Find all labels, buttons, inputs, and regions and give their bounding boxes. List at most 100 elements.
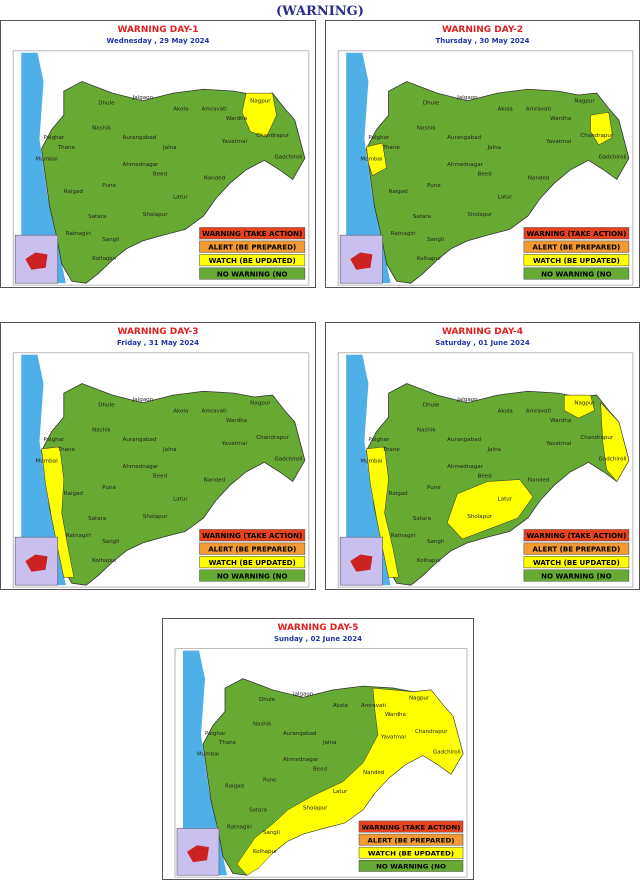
district-label: Ahmednagar bbox=[123, 464, 160, 470]
district-label: Sholapur bbox=[143, 514, 168, 520]
district-label: Thane bbox=[57, 447, 76, 453]
legend-swatch bbox=[523, 556, 630, 569]
district-label: Ratnagiri bbox=[66, 533, 91, 539]
warning-panel: WARNING DAY-3 Friday , 31 May 2024 Mumbai P… bbox=[0, 322, 316, 590]
watch-area bbox=[241, 92, 277, 138]
panel-date: Friday , 31 May 2024 bbox=[117, 339, 199, 347]
legend-label: ALERT (BE PREPARED) bbox=[533, 546, 621, 554]
panel-date: Saturday , 01 June 2024 bbox=[435, 339, 530, 347]
panel-title: WARNING DAY-5 bbox=[277, 623, 359, 633]
watch-area bbox=[366, 142, 387, 176]
watch-area bbox=[446, 479, 534, 540]
legend-swatch bbox=[199, 240, 306, 253]
district-label: Amravati bbox=[526, 408, 551, 414]
watch-area bbox=[366, 446, 400, 578]
district-label: Jalgaon bbox=[456, 397, 477, 403]
district-label: Satara bbox=[249, 808, 267, 814]
district-label: Thane bbox=[382, 447, 401, 453]
page-title: (WARNING) bbox=[276, 4, 364, 19]
district-label: Nashik bbox=[417, 126, 437, 132]
inset-state bbox=[187, 845, 209, 863]
district-label: Palghar bbox=[44, 135, 66, 141]
legend-label: WARNING (TAKE ACTION) bbox=[362, 824, 461, 832]
district-label: Nagpur bbox=[250, 99, 271, 105]
district-label: Gadchiroli bbox=[599, 154, 627, 160]
district-label: Nagpur bbox=[409, 695, 430, 701]
district-label: Gadchiroli bbox=[274, 154, 302, 160]
district-label: Beed bbox=[477, 474, 491, 480]
district-label: Nagpur bbox=[250, 401, 271, 407]
watch-area bbox=[590, 112, 614, 146]
district-label: Gadchiroli bbox=[433, 750, 461, 756]
district-label: Sangli bbox=[427, 539, 444, 545]
district-label: Aurangabad bbox=[447, 437, 481, 443]
district-label: Chandrapur bbox=[580, 133, 614, 139]
district-label: Nashik bbox=[417, 428, 437, 434]
district-label: Ahmednagar bbox=[123, 162, 160, 168]
district-label: Aurangabad bbox=[123, 437, 157, 443]
district-label: Mumbai bbox=[360, 458, 382, 464]
district-label: Kolhapur bbox=[92, 256, 117, 262]
district-label: Jalna bbox=[487, 447, 502, 453]
legend-swatch bbox=[523, 227, 630, 240]
legend-label: NO WARNING (NO bbox=[541, 573, 612, 581]
district-label: Pune bbox=[263, 778, 277, 784]
district-label: Amravati bbox=[526, 106, 551, 112]
district-label: Satara bbox=[88, 516, 106, 522]
district-label: Dhule bbox=[98, 403, 115, 409]
watch-area bbox=[236, 687, 464, 876]
state bbox=[41, 81, 306, 284]
district-label: Raigad bbox=[225, 783, 244, 789]
district-label: Satara bbox=[413, 516, 431, 522]
district-label: Dhule bbox=[259, 697, 275, 703]
district-label: Satara bbox=[413, 214, 431, 220]
panel-date: Wednesday , 29 May 2024 bbox=[106, 37, 210, 45]
district-label: Akola bbox=[173, 106, 188, 112]
map: Mumbai Palghar Thane Nashik Jalgaon Dhule Amra… bbox=[174, 648, 468, 878]
warning-panel: WARNING DAY-2 Thursday , 30 May 2024 Mumba… bbox=[325, 20, 640, 288]
panel-date: Thursday , 30 May 2024 bbox=[435, 37, 530, 45]
district-label: Amravati bbox=[361, 703, 386, 709]
district-label: Nanded bbox=[528, 176, 550, 182]
district-label: Beed bbox=[313, 767, 327, 773]
legend-swatch bbox=[199, 227, 306, 240]
district-label: Palghar bbox=[44, 437, 66, 443]
district-label: Sangli bbox=[263, 830, 280, 836]
district-label: Nashik bbox=[92, 126, 112, 132]
district-label: Sangli bbox=[102, 539, 119, 545]
district-label: Ratnagiri bbox=[391, 533, 416, 539]
district-label: Aurangabad bbox=[283, 731, 316, 737]
district-label: Jalna bbox=[487, 145, 502, 151]
warning-panel: WARNING DAY-5 Sunday , 02 June 2024 Mumbai… bbox=[162, 618, 474, 880]
legend-swatch bbox=[358, 846, 464, 859]
district-label: Nanded bbox=[528, 478, 550, 484]
district-label: Nashik bbox=[92, 428, 112, 434]
inset-state bbox=[25, 554, 48, 572]
legend-label: WARNING (TAKE ACTION) bbox=[526, 532, 626, 540]
district-label: Yavatmal bbox=[545, 139, 571, 145]
district-label: Pune bbox=[102, 485, 116, 491]
district-label: Jalna bbox=[162, 447, 177, 453]
legend-label: NO WARNING (NO bbox=[217, 573, 288, 581]
district-label: Yavatmal bbox=[380, 735, 406, 741]
sea bbox=[346, 52, 391, 284]
legend-swatch bbox=[523, 569, 630, 582]
district-label: Ratnagiri bbox=[227, 825, 252, 831]
district-label: Palghar bbox=[368, 437, 390, 443]
district-label: Latur bbox=[333, 789, 348, 795]
district-label: Yavatmal bbox=[221, 139, 247, 145]
legend-label: NO WARNING (NO bbox=[541, 271, 612, 279]
district-label: Mumbai bbox=[360, 156, 382, 162]
district-label: Jalgaon bbox=[456, 95, 477, 101]
watch-area bbox=[41, 446, 75, 578]
district-label: Mumbai bbox=[35, 458, 57, 464]
district-label: Chandrapur bbox=[580, 435, 614, 441]
district-label: Raigad bbox=[64, 491, 83, 497]
legend-swatch bbox=[199, 529, 306, 542]
district-label: Ratnagiri bbox=[391, 231, 416, 237]
legend-label: NO WARNING (NO bbox=[217, 271, 288, 279]
district-label: Beed bbox=[153, 474, 167, 480]
legend-swatch bbox=[199, 569, 306, 582]
legend-label: ALERT (BE PREPARED) bbox=[208, 546, 296, 554]
